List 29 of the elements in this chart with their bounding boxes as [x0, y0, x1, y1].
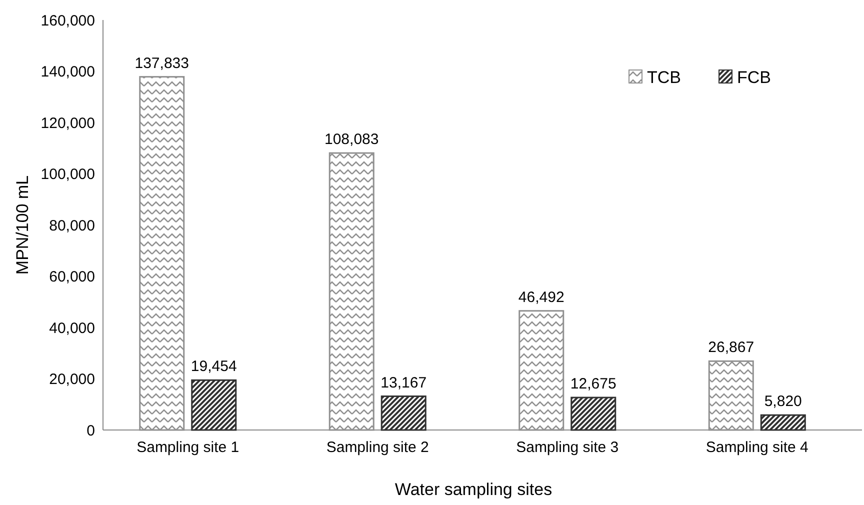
y-tick-label: 20,000: [49, 371, 95, 388]
y-axis-title: MPN/100 mL: [13, 175, 32, 275]
y-tick-label: 100,000: [40, 166, 95, 183]
data-label: 5,820: [764, 393, 802, 410]
x-tick-label: Sampling site 2: [326, 439, 429, 456]
data-label: 12,675: [570, 376, 616, 393]
y-tick-label: 0: [86, 422, 95, 440]
data-label: 13,167: [380, 374, 427, 392]
data-label: 46,492: [518, 288, 564, 306]
x-tick-label: Sampling site 1: [136, 439, 240, 456]
legend-label: FCB: [737, 68, 771, 87]
bar: [380, 396, 426, 431]
y-tick-label: 120,000: [40, 114, 95, 132]
data-label: 26,867: [708, 339, 754, 356]
y-tick-label: 160,000: [40, 12, 95, 30]
y-tick-label: 40,000: [49, 320, 95, 337]
data-label: 19,454: [190, 358, 237, 376]
data-label: 137,833: [134, 54, 189, 72]
bar: [760, 414, 806, 431]
x-tick-label: Sampling site 3: [516, 439, 619, 456]
x-tick-label: Sampling site 4: [706, 439, 808, 456]
y-tick-label: 60,000: [49, 268, 95, 286]
x-axis-title: Water sampling sites: [394, 480, 552, 499]
y-tick-label: 140,000: [40, 64, 95, 80]
y-tick-label: 80,000: [49, 217, 95, 234]
legend-label: TCB: [647, 68, 681, 87]
bar: [191, 379, 237, 431]
bar: [570, 396, 616, 431]
data-label: 108,083: [324, 131, 379, 148]
